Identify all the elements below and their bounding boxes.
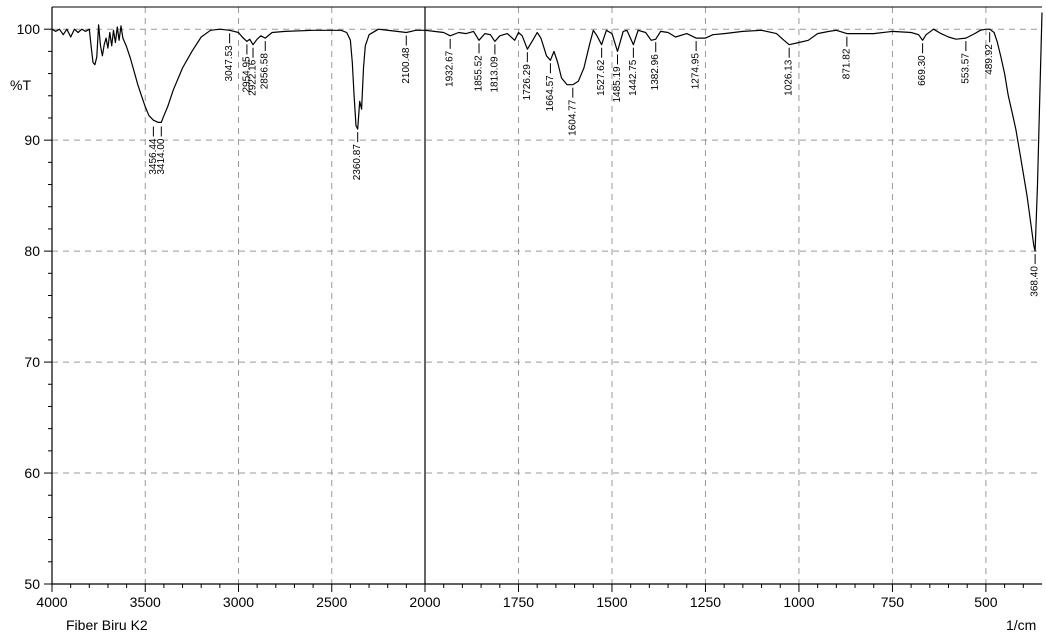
peak-label: 1382.96 [650, 54, 661, 91]
y-tick-label: 100 [17, 21, 41, 37]
series-group [51, 12, 1043, 252]
peak-label: 1527.62 [596, 59, 607, 96]
x-tick-label: 3000 [223, 594, 254, 610]
peak-label: 1932.67 [445, 50, 456, 87]
peak-label: 3047.53 [224, 45, 235, 82]
peak-label: 1664.57 [545, 75, 556, 112]
x-tick-labels: 4000 3500 3000 2500 2000 1750 1500 1250 1000 750 5… [36, 594, 997, 610]
peak-label: 669.30 [917, 55, 928, 86]
peak-label: 2922.16 [248, 59, 259, 96]
x-tick-label: 2000 [409, 594, 440, 610]
plot-frame [51, 6, 1042, 585]
peak-label: 553.57 [960, 53, 971, 84]
peak-label: 1442.75 [628, 59, 639, 96]
y-tick-label: 90 [24, 132, 40, 148]
y-tick-label: 80 [24, 243, 40, 259]
x-tick-label: 4000 [36, 594, 67, 610]
x-tick-label: 1000 [783, 594, 814, 610]
x-tick-label: 3500 [130, 594, 161, 610]
peak-label: 2100.48 [401, 47, 412, 84]
y-tick-label: 50 [24, 576, 40, 592]
x-tick-label: 1500 [596, 594, 627, 610]
spectrum-line [51, 12, 1043, 252]
peak-label: 1813.09 [489, 56, 500, 93]
y-tick-labels: 50 60 70 80 90 100 [17, 21, 41, 592]
y-axis-label: %T [10, 77, 31, 93]
x-tick-label: 750 [881, 594, 905, 610]
peak-label: 1855.52 [474, 55, 485, 92]
peak-label: 871.82 [841, 48, 852, 79]
peak-label: 3456.44 [148, 138, 159, 175]
peak-label: 2360.87 [352, 144, 363, 181]
peak-label: 1485.19 [612, 66, 623, 103]
peak-label: 1026.13 [784, 59, 795, 96]
y-tick-label: 70 [24, 354, 40, 370]
minor-ticks [44, 28, 1024, 592]
peak-label: 2856.58 [260, 53, 271, 90]
peak-label: 368.40 [1030, 266, 1041, 297]
x-tick-label: 1750 [503, 594, 534, 610]
x-tick-label: 1250 [690, 594, 721, 610]
peak-label: 2954.95 [241, 56, 252, 93]
x-axis-unit: 1/cm [1006, 617, 1036, 633]
peak-label: 1604.77 [567, 99, 578, 136]
y-tick-label: 60 [24, 465, 40, 481]
peak-label: 3414.00 [156, 138, 167, 175]
x-tick-label: 2500 [316, 594, 347, 610]
sample-name: Fiber Biru K2 [66, 617, 148, 633]
peak-label: 1726.29 [522, 64, 533, 101]
peak-label: 1274.95 [691, 53, 702, 90]
x-tick-label: 500 [974, 594, 998, 610]
peak-label: 489.92 [984, 44, 995, 75]
